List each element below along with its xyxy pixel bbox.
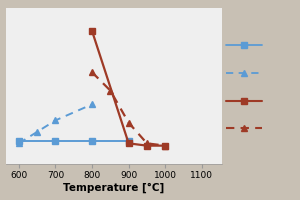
X-axis label: Temperature [°C]: Temperature [°C] (63, 183, 165, 193)
